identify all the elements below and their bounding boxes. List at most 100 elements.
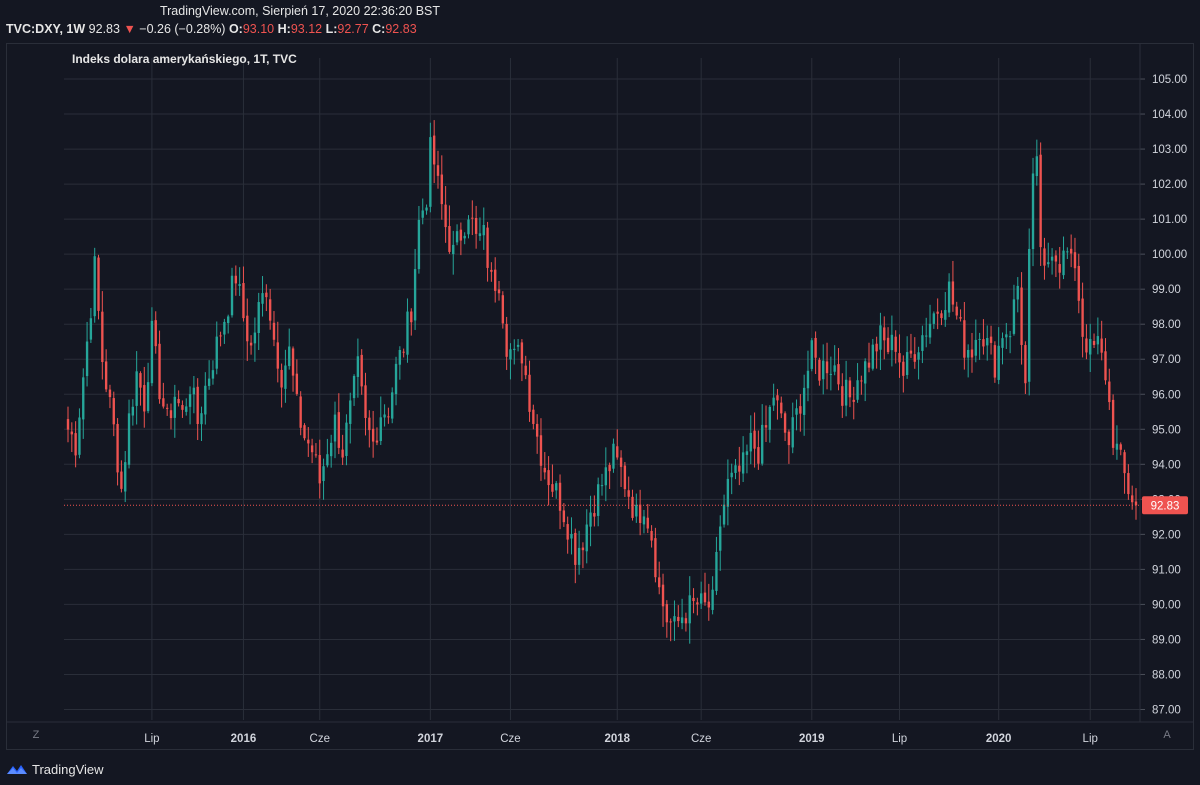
y-tick-label: 95.00 — [1152, 424, 1181, 436]
candle-body — [925, 335, 928, 337]
candle-body — [284, 365, 287, 389]
candle-body — [833, 365, 836, 372]
candle-body — [196, 386, 199, 424]
candle-body — [600, 485, 604, 487]
y-tick-label: 96.00 — [1152, 389, 1181, 401]
last-price-badge — [1142, 496, 1188, 515]
candle-body — [944, 310, 947, 320]
candle-body — [310, 445, 314, 453]
candle-body — [318, 455, 321, 484]
candle-body — [860, 380, 863, 382]
candle-body — [844, 379, 848, 406]
candle-body — [738, 465, 741, 472]
candle-body — [799, 406, 802, 414]
x-tick-label: Cze — [691, 733, 711, 745]
candle-body — [947, 281, 951, 313]
candle-body — [162, 398, 165, 407]
candle-body — [1012, 299, 1016, 334]
candle-body — [268, 299, 272, 321]
close-label: C: — [372, 22, 386, 36]
candle-body — [459, 229, 463, 241]
candle-body — [93, 256, 96, 317]
candle-body — [543, 467, 546, 473]
zoom-button[interactable]: Z — [32, 729, 40, 741]
candle-body — [871, 344, 874, 369]
candle-body — [902, 361, 905, 376]
candle-body — [425, 207, 428, 211]
candle-body — [291, 348, 295, 376]
candle-body — [566, 524, 569, 540]
candle-body — [532, 409, 535, 424]
candle-body — [89, 318, 93, 340]
footer-brand: TradingView — [32, 761, 104, 777]
candle-body — [364, 385, 367, 418]
chart-frame[interactable] — [6, 43, 1194, 750]
candle-body — [787, 431, 791, 446]
candle-body — [1035, 156, 1039, 177]
candle-body — [127, 413, 131, 465]
candle-body — [890, 334, 894, 351]
candle-body — [463, 235, 466, 239]
y-tick-label: 102.00 — [1152, 179, 1187, 191]
y-tick-label: 98.00 — [1152, 319, 1181, 331]
y-tick-label: 99.00 — [1152, 284, 1181, 296]
candle-body — [299, 396, 302, 428]
candle-body — [1089, 338, 1092, 355]
candle-body — [982, 339, 985, 347]
y-tick-label: 91.00 — [1152, 564, 1181, 576]
candle-body — [783, 413, 787, 433]
candle-body — [440, 174, 443, 205]
candle-body — [341, 449, 344, 458]
candle-body — [867, 362, 871, 368]
candle-body — [1092, 341, 1096, 345]
candle-body — [959, 317, 962, 319]
y-tick-label: 101.00 — [1152, 214, 1187, 226]
candle-body — [883, 327, 886, 341]
candle-body — [444, 204, 447, 228]
candle-body — [66, 419, 70, 430]
candle-body — [913, 354, 916, 362]
candle-body — [131, 406, 135, 416]
candle-body — [501, 295, 505, 324]
candle-body — [1127, 473, 1130, 495]
candle-body — [875, 343, 878, 352]
candle-body — [879, 325, 882, 350]
candle-body — [795, 408, 798, 415]
candle-body — [360, 354, 363, 387]
x-tick-label: Lip — [892, 733, 907, 745]
candle-body — [864, 361, 867, 384]
candle-body — [1058, 264, 1061, 273]
candle-body — [963, 320, 966, 358]
candle-body — [455, 231, 459, 243]
candle-body — [238, 284, 241, 286]
candle-body — [825, 361, 829, 374]
candle-body — [848, 380, 852, 398]
candle-body — [261, 293, 264, 304]
candle-body — [898, 353, 901, 363]
candle-body — [822, 360, 825, 380]
candle-body — [558, 482, 562, 511]
x-tick-label: Lip — [144, 733, 159, 745]
candle-body — [421, 210, 424, 218]
x-tick-label: 2020 — [986, 733, 1012, 745]
candle-body — [486, 227, 489, 268]
candle-body — [333, 414, 337, 442]
candle-body — [715, 551, 718, 591]
candle-body — [1043, 248, 1046, 266]
candle-body — [356, 356, 360, 377]
candle-body — [806, 370, 810, 389]
candle-body — [764, 425, 768, 428]
candle-body — [379, 417, 382, 442]
candle-body — [219, 335, 222, 337]
candle-body — [539, 435, 543, 466]
candle-body — [749, 432, 752, 452]
auto-scale-button[interactable]: A — [1163, 729, 1171, 741]
candle-body — [921, 335, 924, 351]
candle-body — [349, 400, 352, 424]
candle-body — [669, 621, 672, 623]
candle-body — [829, 373, 833, 375]
candle-body — [719, 526, 722, 551]
candle-body — [810, 340, 813, 369]
y-tick-label: 103.00 — [1152, 144, 1187, 156]
